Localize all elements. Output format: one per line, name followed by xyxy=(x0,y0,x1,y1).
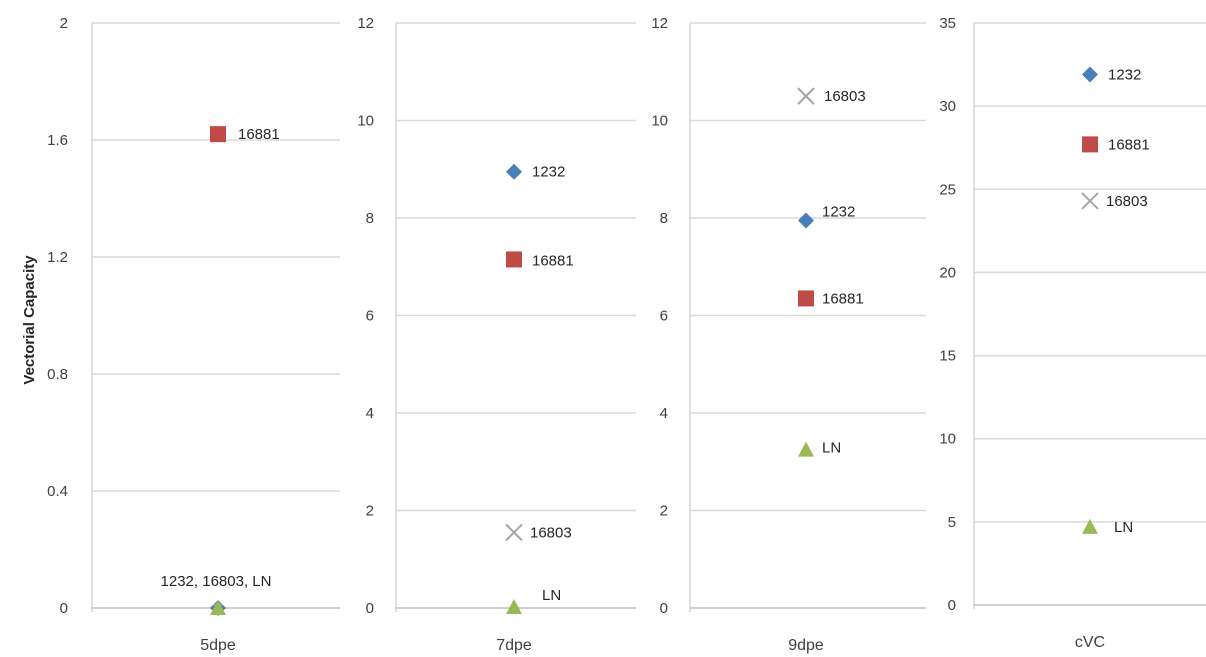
y-tick-label: 8 xyxy=(366,210,374,227)
data-label: 16803 xyxy=(1106,193,1148,210)
point-LN xyxy=(1082,518,1098,534)
y-tick-label: 0 xyxy=(948,597,956,614)
data-label: 16881 xyxy=(532,252,574,269)
y-tick-label: 1.6 xyxy=(47,132,68,149)
y-tick-label: 8 xyxy=(660,210,668,227)
y-tick-label: 2 xyxy=(660,503,668,520)
y-tick-label: 12 xyxy=(357,15,374,32)
point-16881 xyxy=(210,126,226,143)
data-label: 16881 xyxy=(1108,136,1150,153)
point-LN xyxy=(210,600,226,615)
y-tick-label: 0.4 xyxy=(47,483,68,500)
y-tick-label: 0 xyxy=(660,600,668,617)
y-tick-label: 0 xyxy=(366,600,374,617)
y-tick-label: 35 xyxy=(939,15,956,32)
data-label: 1232 xyxy=(1108,67,1141,84)
point-16881 xyxy=(506,251,522,268)
point-16881 xyxy=(1082,136,1098,153)
y-tick-label: 20 xyxy=(939,264,956,281)
point-16803 xyxy=(797,87,815,105)
y-tick-label: 10 xyxy=(357,113,374,130)
data-label: 1232 xyxy=(532,164,565,181)
data-label: 16881 xyxy=(822,290,864,307)
data-label: LN xyxy=(1114,519,1133,536)
y-tick-label: 30 xyxy=(939,98,956,115)
point-16803 xyxy=(1081,192,1099,210)
data-label: 16803 xyxy=(824,88,866,105)
y-tick-label: 6 xyxy=(660,308,668,325)
y-tick-label: 1.2 xyxy=(47,249,68,266)
y-tick-label: 15 xyxy=(939,348,956,365)
x-category-label: 9dpe xyxy=(788,637,824,654)
y-tick-label: 4 xyxy=(366,405,374,422)
y-tick-label: 12 xyxy=(651,15,668,32)
y-tick-label: 0.8 xyxy=(47,366,68,383)
data-label: 16881 xyxy=(238,126,280,143)
y-axis-label: Vectorial Capacity xyxy=(21,255,38,385)
data-label: 1232 xyxy=(822,203,855,220)
point-1232 xyxy=(798,212,814,229)
data-label: LN xyxy=(822,440,841,457)
point-LN xyxy=(506,599,522,615)
panel-cvc: 0 5 10 15 20 25 30 35 cVC 1232 16881 16803 LN xyxy=(939,15,1206,651)
y-tick-label: 10 xyxy=(939,431,956,448)
point-1232 xyxy=(506,163,522,180)
data-label: LN xyxy=(542,587,561,604)
point-LN xyxy=(798,441,814,457)
y-tick-label: 2 xyxy=(366,503,374,520)
x-category-label: 7dpe xyxy=(496,637,532,654)
point-1232 xyxy=(1082,66,1098,83)
data-label: 1232, 16803, LN xyxy=(161,573,272,590)
data-label: 16803 xyxy=(530,524,572,541)
y-tick-label: 6 xyxy=(366,308,374,325)
y-tick-label: 2 xyxy=(60,15,68,32)
y-tick-label: 5 xyxy=(948,514,956,531)
panel-7dpe: 0 2 4 6 8 10 12 7dpe 1232 16881 16803 LN xyxy=(357,15,636,654)
y-tick-label: 4 xyxy=(660,405,668,422)
y-tick-label: 10 xyxy=(651,113,668,130)
panel-5dpe: 0 0.4 0.8 1.2 1.6 2 5dpe 16881 1232, 16803, LN xyxy=(47,15,340,654)
y-tick-label: 0 xyxy=(60,600,68,617)
point-16881 xyxy=(798,290,814,307)
x-category-label: cVC xyxy=(1075,634,1105,651)
point-16803 xyxy=(505,523,523,542)
y-tick-label: 25 xyxy=(939,181,956,198)
y-axis-label-text: Vectorial Capacity xyxy=(21,255,38,385)
x-category-label: 5dpe xyxy=(200,637,236,654)
panel-9dpe: 0 2 4 6 8 10 12 9dpe 16803 1232 16881 LN xyxy=(651,15,926,654)
